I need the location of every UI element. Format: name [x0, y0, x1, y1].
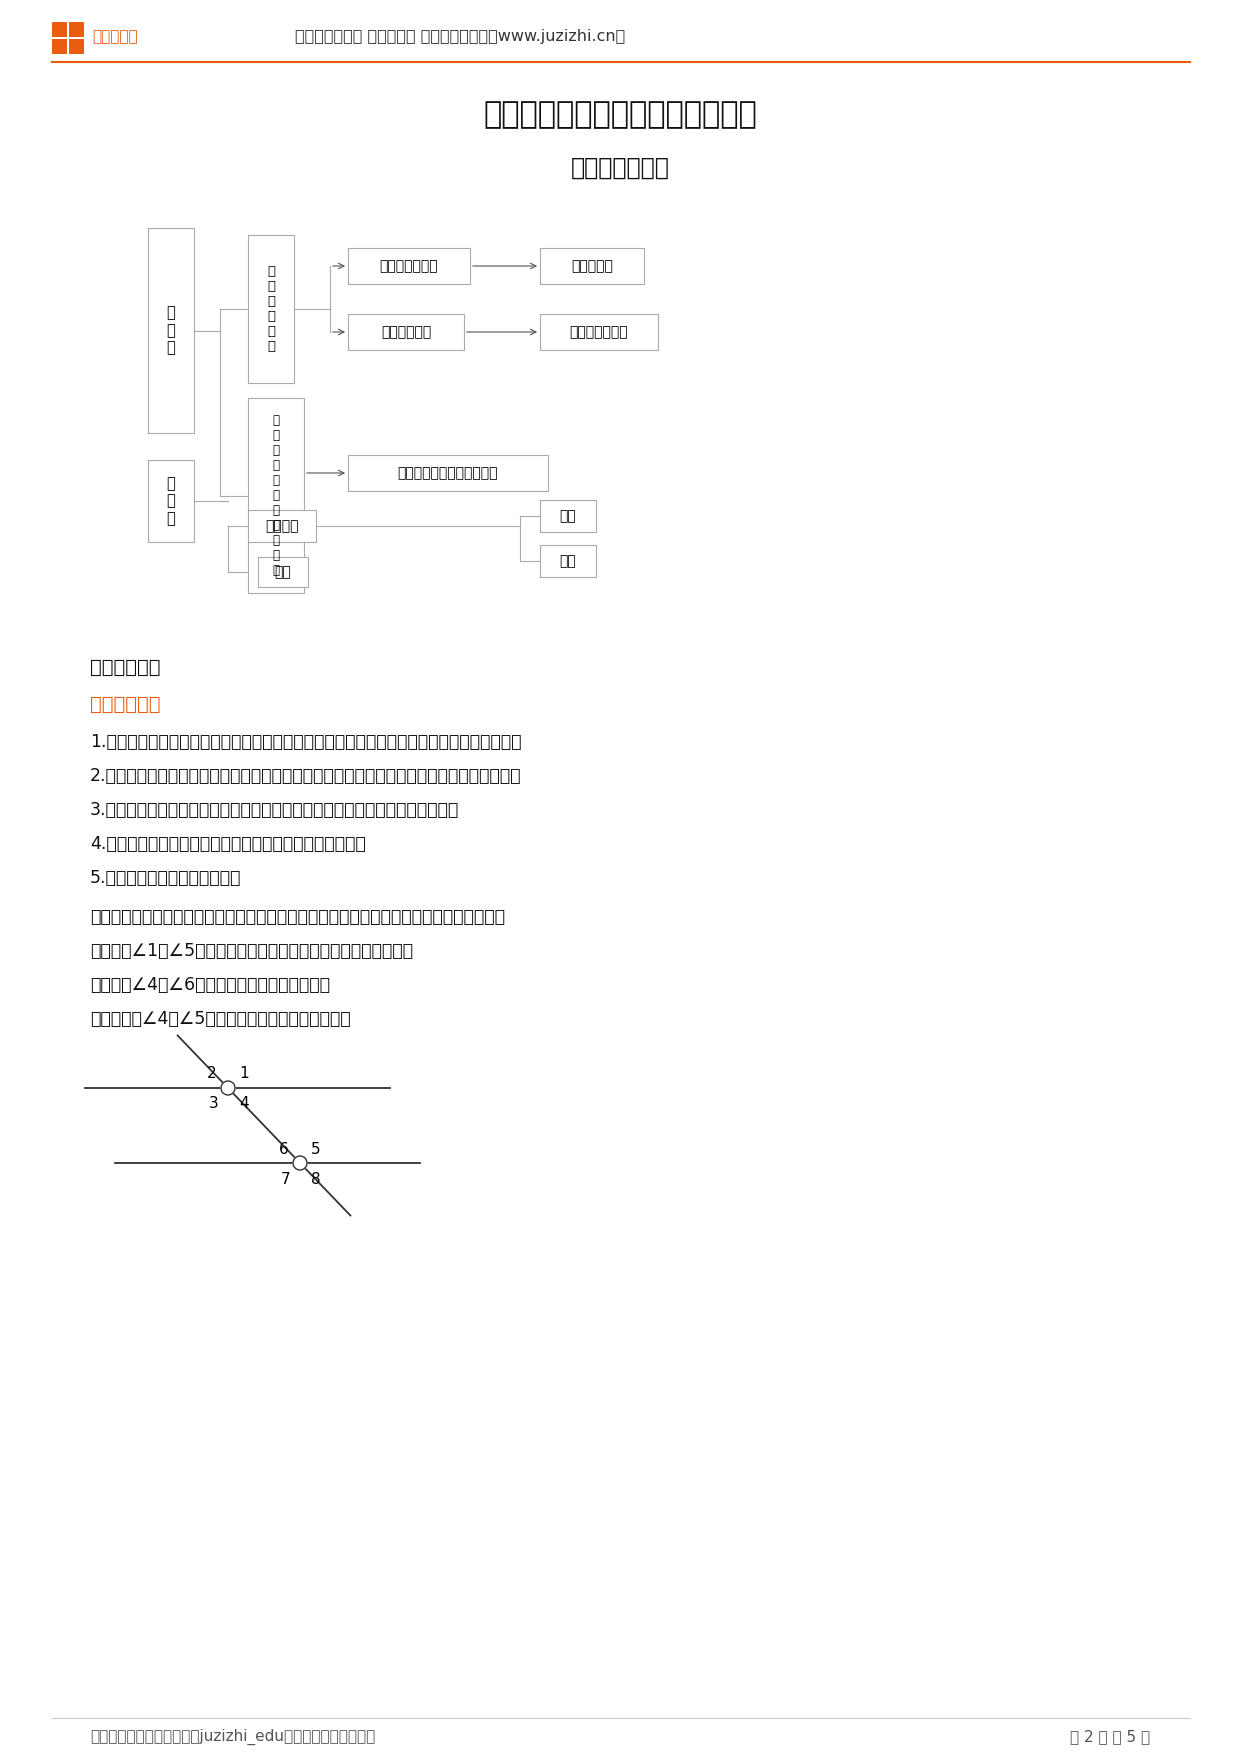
- FancyBboxPatch shape: [52, 39, 67, 54]
- Text: 七年级下册数学第五章知识点梳理: 七年级下册数学第五章知识点梳理: [484, 100, 756, 130]
- Text: 橘子汁课堂: 橘子汁课堂: [92, 30, 138, 44]
- FancyBboxPatch shape: [258, 558, 308, 588]
- Text: 8: 8: [311, 1172, 321, 1186]
- Text: 同旁内角：∠4与∠5像这样的一对角叫做同旁内角。: 同旁内角：∠4与∠5像这样的一对角叫做同旁内角。: [91, 1010, 351, 1028]
- Text: 6: 6: [279, 1142, 289, 1156]
- Text: 平行公理: 平行公理: [265, 519, 299, 533]
- Text: 二、知识概念: 二、知识概念: [91, 695, 160, 714]
- FancyBboxPatch shape: [69, 23, 84, 37]
- Text: 同位角、内错角、同旁内角: 同位角、内错角、同旁内角: [398, 467, 498, 481]
- FancyBboxPatch shape: [539, 545, 596, 577]
- Text: 1.邻补角：两条直线相交所构成的四个角中，有公共顶点且有一条公共边的两个角是邻补角。: 1.邻补角：两条直线相交所构成的四个角中，有公共顶点且有一条公共边的两个角是邻补…: [91, 733, 522, 751]
- Text: 3: 3: [210, 1096, 219, 1112]
- FancyBboxPatch shape: [248, 398, 304, 593]
- Text: 4.平行线：在同一平面内，不相交的两条直线叫做平行线。: 4.平行线：在同一平面内，不相交的两条直线叫做平行线。: [91, 835, 366, 852]
- Text: 关注公众号：橘子汁课堂（juzizhi_edu），下载更多学习资料: 关注公众号：橘子汁课堂（juzizhi_edu），下载更多学习资料: [91, 1729, 376, 1745]
- FancyBboxPatch shape: [539, 500, 596, 531]
- Text: 内错角：∠4与∠6像这样的一对角叫做内错角。: 内错角：∠4与∠6像这样的一对角叫做内错角。: [91, 975, 330, 995]
- Text: 一、知识框架: 一、知识框架: [91, 658, 160, 677]
- Text: 2: 2: [207, 1066, 217, 1082]
- Text: 5: 5: [311, 1142, 321, 1156]
- FancyBboxPatch shape: [348, 314, 464, 351]
- FancyBboxPatch shape: [148, 460, 193, 542]
- FancyBboxPatch shape: [69, 39, 84, 54]
- Text: 相交线与平行线: 相交线与平行线: [570, 156, 670, 181]
- Text: 平
行
线: 平 行 线: [166, 475, 175, 526]
- FancyBboxPatch shape: [248, 235, 294, 382]
- Text: 对顶角相等: 对顶角相等: [572, 260, 613, 274]
- Text: 两条直线被第三条直线所截形成的八个角中，有四对同位角，两对内错角，两对同旁内角。: 两条直线被第三条直线所截形成的八个角中，有四对同位角，两对内错角，两对同旁内角。: [91, 909, 505, 926]
- Text: 平移: 平移: [274, 565, 291, 579]
- Text: 3.垂线：两条直线相交成直角时，叫做互相垂直，其中一条叫做另一条的垂线。: 3.垂线：两条直线相交成直角时，叫做互相垂直，其中一条叫做另一条的垂线。: [91, 802, 459, 819]
- Text: 第 2 页 共 5 页: 第 2 页 共 5 页: [1070, 1729, 1149, 1745]
- FancyBboxPatch shape: [52, 23, 67, 37]
- FancyBboxPatch shape: [348, 454, 548, 491]
- Text: 人教版初中数学 七年级下册 单元知识点梳理（www.juzizhi.cn）: 人教版初中数学 七年级下册 单元知识点梳理（www.juzizhi.cn）: [295, 30, 625, 44]
- FancyBboxPatch shape: [539, 247, 644, 284]
- FancyBboxPatch shape: [148, 228, 193, 433]
- Circle shape: [293, 1156, 308, 1170]
- Text: 性质: 性质: [559, 554, 577, 568]
- Text: 2.对顶角：一个角的两边分别是另一个角的两边的反向延长线，像这样的两个角互为对顶角。: 2.对顶角：一个角的两边分别是另一个角的两边的反向延长线，像这样的两个角互为对顶…: [91, 766, 522, 786]
- Text: 同位角：∠1与∠5像这样具有相同位置关系的一对角叫做同位角。: 同位角：∠1与∠5像这样具有相同位置关系的一对角叫做同位角。: [91, 942, 413, 959]
- Text: 相
交
线: 相 交 线: [166, 305, 175, 356]
- Text: 邻补角、对顶角: 邻补角、对顶角: [379, 260, 438, 274]
- FancyBboxPatch shape: [539, 314, 658, 351]
- Circle shape: [221, 1080, 236, 1094]
- Text: 7: 7: [281, 1172, 291, 1186]
- Text: 4: 4: [239, 1096, 249, 1112]
- Text: 两
三
条
条
直
直
线
线
被
所
截: 两 三 条 条 直 直 线 线 被 所 截: [273, 414, 279, 577]
- Text: 垂线及其性质: 垂线及其性质: [381, 324, 432, 339]
- Text: 1: 1: [239, 1066, 249, 1082]
- Text: 判定: 判定: [559, 509, 577, 523]
- FancyBboxPatch shape: [248, 510, 316, 542]
- Text: 点到直线的距离: 点到直线的距离: [569, 324, 629, 339]
- Text: 5.同位角、内错角、同旁内角：: 5.同位角、内错角、同旁内角：: [91, 868, 242, 888]
- Text: 两
相
条
直
线
交: 两 相 条 直 线 交: [267, 265, 275, 353]
- FancyBboxPatch shape: [348, 247, 470, 284]
